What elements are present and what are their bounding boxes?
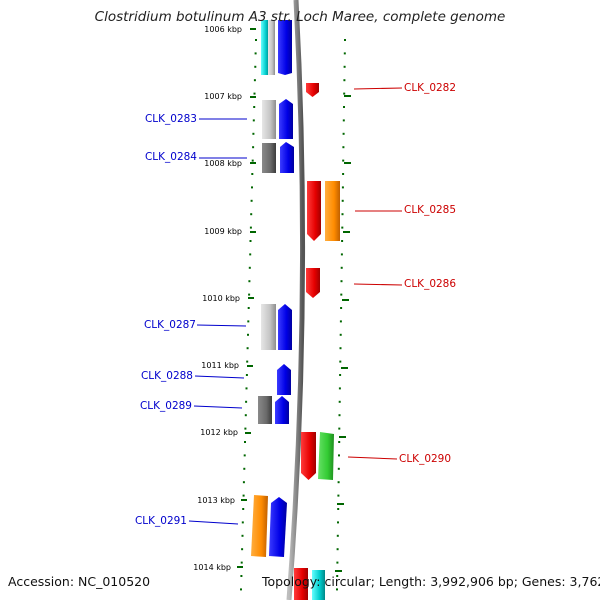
leader-line-clk-0288 [194,375,245,379]
kbp-label: 1006 kbp [204,25,242,34]
kbp-label: 1013 kbp [197,496,235,505]
kbp-label: 1009 kbp [204,227,242,236]
tick-column-outer [335,39,351,591]
feature-label[interactable]: CLK_0283 [145,113,197,125]
feature-label[interactable]: CLK_0288 [141,370,193,382]
leader-line-clk-0289 [193,405,243,409]
kbp-label: 1014 kbp [193,563,231,572]
feature-bottom-partial[interactable] [294,568,325,600]
kbp-label: 1010 kbp [202,294,240,303]
kbp-label: 1012 kbp [200,428,238,437]
feature-clk-0284[interactable] [262,142,294,173]
tick-column-inner [240,39,257,591]
feature-clk-0290[interactable] [301,432,334,480]
genome-backbone [286,0,306,600]
genome-summary-text: Topology: circular; Length: 3,992,906 bp… [262,574,600,589]
feature-label[interactable]: CLK_0289 [140,400,192,412]
leader-line-clk-0290 [347,456,398,460]
feature-label[interactable]: CLK_0287 [144,319,196,331]
feature-clk-0282[interactable] [306,83,319,97]
feature-label[interactable]: CLK_0286 [404,278,456,290]
feature-clk-0288[interactable] [277,364,291,395]
accession-text: Accession: NC_010520 [8,574,151,589]
kbp-label: 1011 kbp [201,361,239,370]
map-title: Clostridium botulinum A3 str. Loch Maree… [94,9,506,25]
feature-label[interactable]: CLK_0285 [404,204,456,216]
leader-line-clk-0291 [188,520,239,525]
feature-label[interactable]: CLK_0291 [135,515,187,527]
feature-clk-0286[interactable] [306,268,320,298]
kbp-label: 1007 kbp [204,92,242,101]
leader-line-clk-0286 [353,283,403,286]
feature-clk-0291[interactable] [251,495,287,557]
kbp-label: 1008 kbp [204,159,242,168]
feature-top-partial[interactable] [261,20,292,75]
kbp-ticks [237,28,256,568]
feature-clk-0285[interactable] [307,181,340,241]
feature-clk-0283[interactable] [262,99,293,139]
leader-line-clk-0282 [353,87,403,90]
feature-clk-0289[interactable] [258,396,289,424]
feature-label[interactable]: CLK_0290 [399,453,451,465]
feature-label[interactable]: CLK_0282 [404,82,456,94]
feature-label[interactable]: CLK_0284 [145,151,197,163]
leader-line-clk-0287 [196,324,247,327]
feature-clk-0287[interactable] [261,304,292,350]
